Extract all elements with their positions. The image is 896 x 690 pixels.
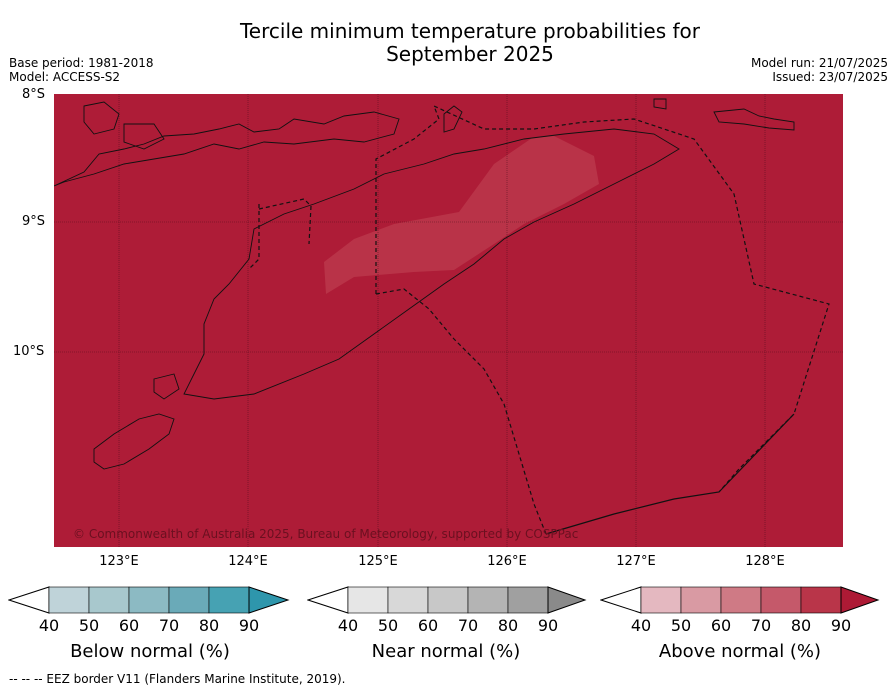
legend-above-high-arrow (840, 586, 880, 614)
tick: 90 (830, 616, 852, 635)
model-run: Model run: 21/07/2025 (750, 56, 888, 70)
meta-right: Model run: 21/07/2025 Issued: 23/07/2025 (751, 56, 888, 84)
legend-above-bin (720, 586, 762, 614)
legend-below-bin (128, 586, 170, 614)
gridlines (54, 94, 843, 547)
tick: 80 (790, 616, 812, 635)
legend-below-low-arrow (8, 586, 50, 614)
lat-label-9s: 9°S (22, 214, 46, 229)
tick: 40 (38, 616, 60, 635)
lon-label-126e: 126°E (487, 554, 527, 569)
legend-below-bin (168, 586, 210, 614)
legend-near-bin (467, 586, 509, 614)
lon-label-125e: 125°E (358, 554, 398, 569)
tick: 90 (537, 616, 559, 635)
model-name: Model: ACCESS-S2 (9, 70, 121, 84)
base-period: Base period: 1981-2018 (9, 56, 154, 70)
legend-near-bin (387, 586, 429, 614)
eez-border (248, 104, 830, 535)
lon-label-128e: 128°E (745, 554, 785, 569)
legend-near-bin (427, 586, 469, 614)
legend-below-high-arrow (248, 586, 290, 614)
legend-below-normal (8, 586, 290, 614)
issued-date: Issued: 23/07/2025 (772, 70, 888, 84)
legend-below-label: Below normal (%) (70, 641, 230, 662)
legend-near-high-arrow (547, 586, 587, 614)
legend-below-bin (208, 586, 250, 614)
title-line-2: September 2025 (386, 42, 554, 66)
legend-above-bin (640, 586, 682, 614)
lat-label-10s: 10°S (13, 344, 45, 359)
legend-near-bin (347, 586, 389, 614)
coastlines (54, 98, 795, 470)
legend-above-normal (600, 586, 880, 614)
probability-field (54, 94, 843, 547)
legend-above-bin (760, 586, 802, 614)
legend-above-bin (800, 586, 842, 614)
tick: 80 (497, 616, 519, 635)
legend-near-label: Near normal (%) (371, 641, 521, 662)
tick: 60 (710, 616, 732, 635)
tick: 70 (158, 616, 180, 635)
tick: 60 (118, 616, 140, 635)
tick: 50 (78, 616, 100, 635)
tick: 70 (750, 616, 772, 635)
eez-border-solid (545, 413, 795, 535)
meta-left: Base period: 1981-2018 Model: ACCESS-S2 (9, 56, 154, 84)
legend-near-bin (507, 586, 549, 614)
lon-label-123e: 123°E (99, 554, 139, 569)
tick: 90 (238, 616, 260, 635)
copyright-notice: © Commonwealth of Australia 2025, Bureau… (73, 527, 579, 541)
map-title: Tercile minimum temperature probabilitie… (0, 20, 896, 66)
tick: 40 (630, 616, 652, 635)
footnote-eez: -- -- -- EEZ border V11 (Flanders Marine… (9, 672, 346, 686)
tick: 40 (337, 616, 359, 635)
legend-below-bin (48, 586, 90, 614)
map-canvas (54, 94, 843, 547)
legend-above-bin (680, 586, 722, 614)
title-line-1: Tercile minimum temperature probabilitie… (239, 19, 701, 43)
legend-above-low-arrow (600, 586, 642, 614)
tick: 80 (198, 616, 220, 635)
legend-above-label: Above normal (%) (658, 641, 822, 662)
lighter-probability-region (324, 136, 599, 294)
lon-label-124e: 124°E (228, 554, 268, 569)
tick: 50 (670, 616, 692, 635)
legend-near-low-arrow (307, 586, 349, 614)
lon-label-127e: 127°E (616, 554, 656, 569)
tick: 70 (457, 616, 479, 635)
tick: 50 (377, 616, 399, 635)
lat-label-8s: 8°S (22, 87, 46, 102)
legend-near-normal (307, 586, 587, 614)
legend-below-bin (88, 586, 130, 614)
tick: 60 (417, 616, 439, 635)
